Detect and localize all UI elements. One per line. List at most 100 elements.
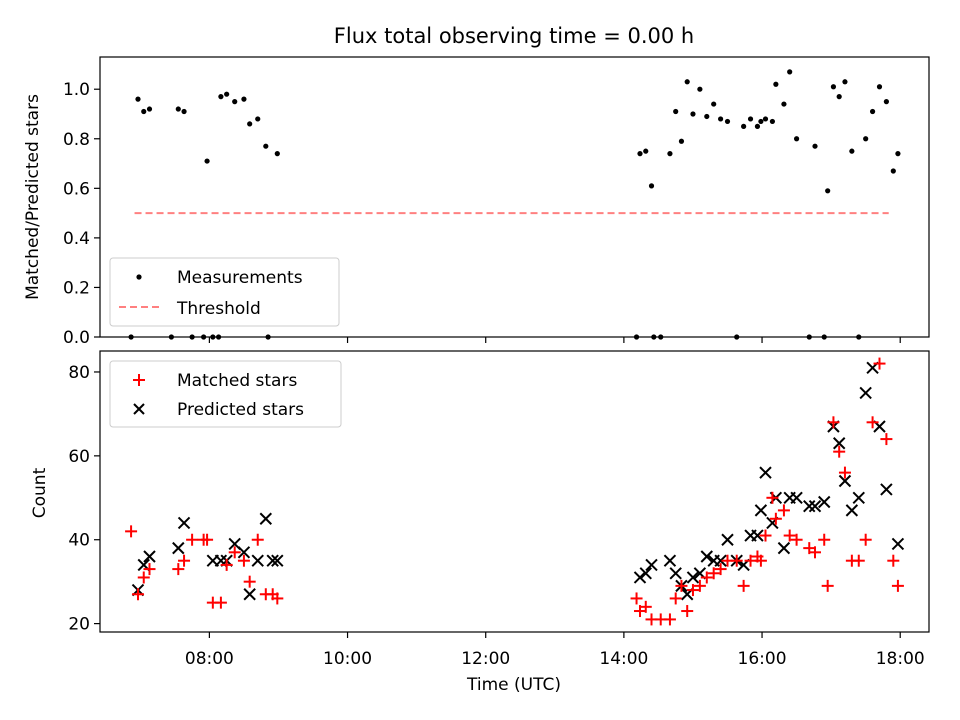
predicted-point bbox=[645, 558, 658, 572]
bottom-axes-frame bbox=[99, 350, 930, 633]
bottom-y-tick-label: 40 bbox=[68, 531, 90, 551]
top-y-tick-label: 0.0 bbox=[63, 328, 90, 348]
predicted-point bbox=[790, 491, 803, 504]
predicted-point bbox=[663, 554, 677, 567]
predicted-point bbox=[259, 512, 273, 525]
top-y-tick-label: 0.8 bbox=[63, 130, 90, 150]
predicted-point bbox=[237, 546, 251, 559]
measurement-point bbox=[793, 136, 800, 142]
predicted-point bbox=[271, 554, 284, 567]
bottom-x-tick-label: 14:00 bbox=[599, 649, 648, 669]
matched-point bbox=[891, 579, 904, 592]
measurement-point bbox=[247, 121, 253, 127]
matched-point bbox=[833, 445, 846, 458]
measurement-point bbox=[825, 188, 831, 194]
top-legend-box bbox=[109, 257, 340, 327]
bottom-x-ticks: 08:00 10:00 12:00 14:00 16:00 18:00 bbox=[185, 632, 925, 669]
measurement-point bbox=[758, 118, 764, 125]
matched-point bbox=[686, 584, 699, 597]
matched-point bbox=[663, 613, 676, 626]
predicted-point bbox=[639, 567, 652, 580]
predicted-point bbox=[880, 483, 893, 496]
bottom-x-tick-label: 10:00 bbox=[323, 649, 372, 669]
bottom-y-ticks: 20 40 60 80 bbox=[68, 363, 100, 635]
matched-point bbox=[137, 571, 150, 584]
legend-threshold-label: Threshold bbox=[176, 299, 261, 319]
matched-point bbox=[744, 554, 757, 567]
matched-point bbox=[887, 554, 900, 567]
measurement-point bbox=[135, 96, 141, 102]
measurement-point bbox=[648, 183, 655, 189]
matched-point bbox=[859, 533, 872, 546]
legend-matched-marker bbox=[133, 374, 145, 386]
bottom-x-tick-label: 08:00 bbox=[185, 649, 234, 669]
matched-point bbox=[777, 504, 790, 517]
predicted-point bbox=[845, 504, 859, 517]
predicted-point bbox=[714, 554, 727, 567]
measurement-point bbox=[643, 148, 649, 154]
legend-measurements-marker bbox=[136, 274, 142, 280]
predicted-point bbox=[891, 537, 905, 551]
measurement-point bbox=[704, 113, 710, 120]
bottom-y-tick-label: 60 bbox=[68, 447, 90, 467]
measurement-point bbox=[842, 79, 848, 85]
matched-point bbox=[714, 563, 727, 576]
top-x-ticks bbox=[208, 337, 901, 343]
predicted-point bbox=[143, 550, 156, 563]
measurement-point bbox=[724, 118, 731, 125]
predicted-point bbox=[759, 466, 772, 479]
matched-point bbox=[669, 592, 682, 605]
predicted-point bbox=[803, 499, 816, 513]
legend-measurements-label: Measurements bbox=[177, 268, 303, 288]
matched-point bbox=[838, 466, 851, 479]
matched-point bbox=[866, 416, 879, 429]
predicted-point bbox=[700, 550, 713, 563]
matched-point bbox=[873, 357, 886, 370]
predicted-point bbox=[721, 533, 734, 546]
top-y-tick-label: 0.4 bbox=[63, 229, 90, 249]
measurement-point bbox=[754, 123, 761, 129]
matched-point bbox=[827, 416, 840, 429]
matched-point bbox=[818, 533, 831, 546]
measurement-point bbox=[232, 99, 238, 105]
matched-point bbox=[707, 567, 720, 580]
top-y-ticks: 0.0 0.2 0.4 0.6 0.8 1.0 bbox=[63, 80, 100, 348]
predicted-point bbox=[852, 491, 865, 504]
bottom-legend: Matched stars Predicted stars bbox=[109, 360, 342, 428]
top-legend: Measurements Threshold bbox=[109, 257, 340, 327]
predicted-point bbox=[251, 554, 264, 567]
predicted-point bbox=[818, 495, 831, 509]
matched-point bbox=[880, 433, 893, 446]
predicted-point bbox=[177, 516, 191, 530]
matched-point bbox=[271, 592, 284, 605]
measurement-point bbox=[769, 118, 776, 125]
matched-point bbox=[759, 529, 772, 542]
top-y-tick-label: 0.2 bbox=[63, 278, 90, 298]
measurement-point bbox=[747, 116, 754, 122]
measurement-point bbox=[717, 116, 724, 122]
top-y-tick-label: 0.6 bbox=[63, 179, 90, 199]
matched-point bbox=[700, 571, 713, 584]
predicted-point bbox=[266, 554, 279, 567]
predicted-point bbox=[754, 504, 768, 517]
predicted-point bbox=[633, 571, 647, 584]
measurement-point bbox=[141, 108, 147, 115]
measurement-point bbox=[836, 94, 842, 100]
matched-point bbox=[821, 579, 834, 592]
bottom-y-tick-label: 20 bbox=[68, 615, 90, 635]
top-y-tick-label: 1.0 bbox=[63, 80, 90, 100]
measurement-point bbox=[224, 91, 230, 97]
measurement-point bbox=[204, 158, 210, 164]
measurement-point bbox=[711, 101, 717, 107]
bottom-ylabel: Count bbox=[30, 467, 50, 518]
matched-point bbox=[131, 588, 144, 601]
measurement-point bbox=[895, 151, 901, 157]
measurement-point bbox=[181, 108, 187, 115]
bottom-x-tick-label: 16:00 bbox=[738, 649, 787, 669]
matched-point bbox=[754, 554, 767, 567]
matched-point bbox=[214, 596, 227, 609]
predicted-point bbox=[777, 541, 791, 555]
predicted-point bbox=[172, 541, 185, 555]
matched-point bbox=[251, 533, 264, 546]
measurement-point bbox=[762, 116, 769, 122]
